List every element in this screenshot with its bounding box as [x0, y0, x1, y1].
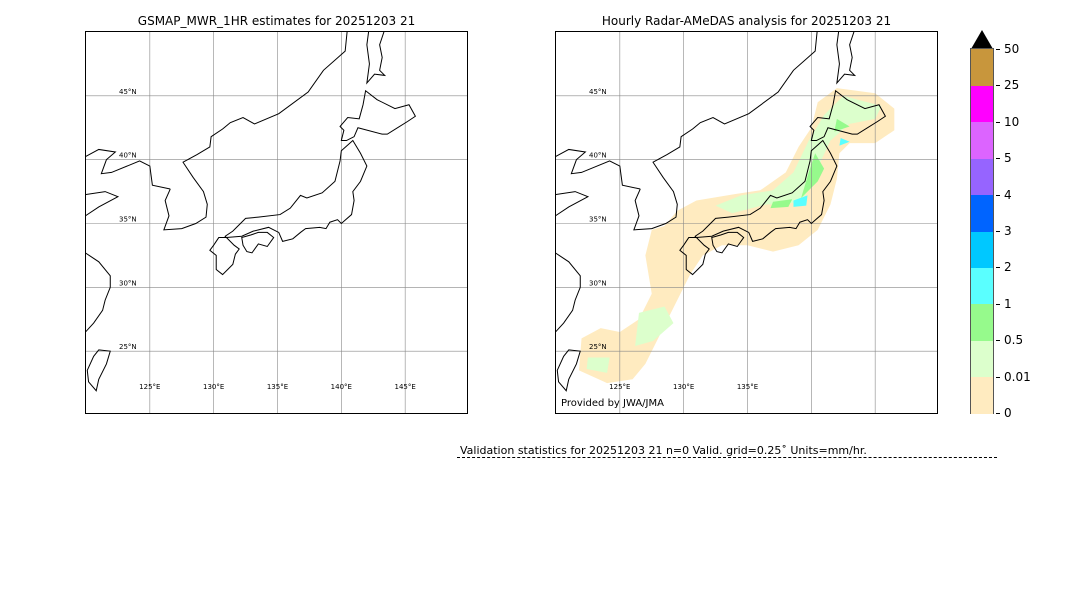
- colorbar-tick-label: 3: [996, 224, 1012, 238]
- colorbar-tick-label: 25: [996, 78, 1019, 92]
- precip-area-0.01-0.5: [586, 357, 610, 373]
- precip-area-0.5-1: [801, 153, 825, 198]
- coastline-china: [556, 252, 581, 333]
- lat-tick-label: 45°N: [119, 88, 137, 96]
- precip-area-0.01-0.5: [635, 306, 674, 347]
- lat-tick-label: 30°N: [589, 279, 607, 287]
- lon-tick-label: 125°E: [139, 383, 160, 391]
- coastline-taiwan: [86, 349, 111, 392]
- colorbar-segment: [971, 85, 993, 123]
- coastline-sakhalin: [836, 32, 857, 85]
- lat-tick-label: 35°N: [119, 216, 137, 224]
- colorbar-segment: [971, 376, 993, 414]
- lat-tick-label: 25°N: [119, 343, 137, 351]
- colorbar: [970, 48, 994, 414]
- lon-tick-label: 140°E: [331, 383, 352, 391]
- coastline-hokkaido: [809, 89, 887, 142]
- coastline-honshu: [694, 139, 838, 242]
- right-map-title: Hourly Radar-AMeDAS analysis for 2025120…: [601, 14, 892, 28]
- coastline-kyushu: [209, 237, 240, 276]
- lon-tick-label: 125°E: [609, 383, 630, 391]
- colorbar-segment: [971, 303, 993, 341]
- lat-tick-label: 30°N: [119, 279, 137, 287]
- coastline-shandong: [556, 191, 590, 217]
- lat-tick-label: 45°N: [589, 88, 607, 96]
- precip-area-1-2: [793, 195, 808, 207]
- colorbar-segment: [971, 49, 993, 86]
- precip-area-0.5-1: [770, 199, 793, 209]
- lat-tick-label: 35°N: [589, 216, 607, 224]
- lon-tick-label: 130°E: [673, 383, 694, 391]
- coastline-shikoku: [241, 231, 275, 254]
- coastline-nkorea: [556, 148, 641, 190]
- colorbar-tick-label: 0: [996, 406, 1012, 420]
- coastline-taiwan: [556, 349, 581, 392]
- gsmap-map: 45°N 40°N 35°N 30°N 25°N 125°E 130°E 135°E 140°E…: [85, 31, 468, 414]
- lat-tick-label: 25°N: [589, 343, 607, 351]
- colorbar-tick-label: 4: [996, 188, 1012, 202]
- lon-tick-label: 135°E: [737, 383, 758, 391]
- lon-tick-label: 130°E: [203, 383, 224, 391]
- lat-tick-label: 40°N: [119, 152, 137, 160]
- validation-stats: Validation statistics for 20251203 21 n=…: [460, 444, 867, 457]
- precip-area-0.5-1: [834, 118, 850, 132]
- colorbar-extend-arrow: [971, 30, 993, 49]
- colorbar-tick-label: 5: [996, 151, 1012, 165]
- colorbar-tick-label: 50: [996, 42, 1019, 56]
- stats-divider: [457, 457, 997, 458]
- lon-tick-label: 145°E: [395, 383, 416, 391]
- precip-area-1-2: [839, 137, 850, 146]
- coastline-sakhalin: [366, 32, 387, 85]
- colorbar-segment: [971, 267, 993, 305]
- left-map-title: GSMAP_MWR_1HR estimates for 20251203 21: [137, 14, 416, 28]
- coastline-china: [86, 252, 111, 333]
- colorbar-segment: [971, 231, 993, 268]
- credit-label: Provided by JWA/JMA: [561, 398, 664, 409]
- colorbar-segment: [971, 121, 993, 159]
- colorbar-tick-label: 0.5: [996, 333, 1023, 347]
- coastline-kyushu: [679, 237, 710, 276]
- coastline-korea: [633, 32, 818, 231]
- radar-amedas-map: 45°N 40°N 35°N 30°N 25°N 125°E 130°E 135°E Prov…: [555, 31, 938, 414]
- lat-tick-label: 40°N: [589, 152, 607, 160]
- colorbar-segment: [971, 194, 993, 232]
- coastline-shandong: [86, 191, 120, 217]
- colorbar-tick-label: 1: [996, 297, 1012, 311]
- coastline-hokkaido: [339, 89, 417, 142]
- coastline-korea: [163, 32, 348, 231]
- lon-tick-label: 135°E: [267, 383, 288, 391]
- coastline-shikoku: [711, 231, 745, 254]
- colorbar-segment: [971, 340, 993, 378]
- colorbar-tick-label: 10: [996, 115, 1019, 129]
- coastline-honshu: [224, 139, 368, 242]
- colorbar-tick-label: 0.01: [996, 370, 1031, 384]
- colorbar-segment: [971, 158, 993, 196]
- coastline-nkorea: [86, 148, 171, 190]
- colorbar-tick-label: 2: [996, 260, 1012, 274]
